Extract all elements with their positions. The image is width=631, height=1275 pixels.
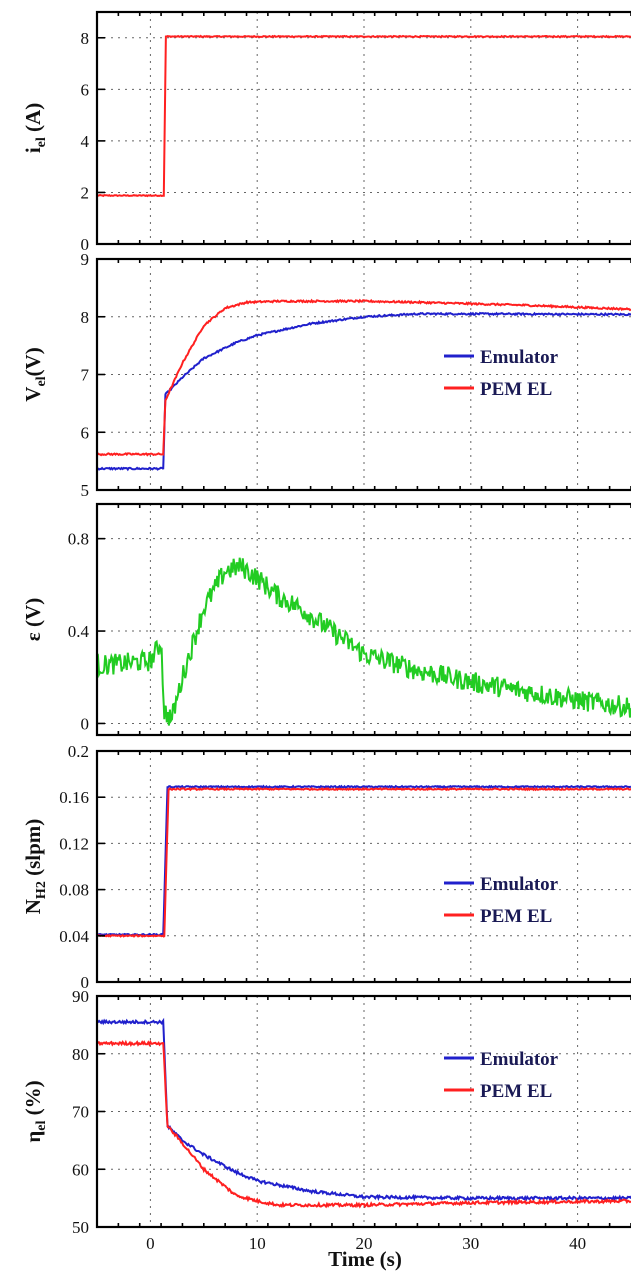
plot-frame-current — [95, 10, 631, 246]
y-tick-label: 6 — [81, 423, 90, 442]
y-axis-label-main: η — [21, 1131, 45, 1143]
x-axis-label: Time (s) — [328, 1247, 402, 1271]
y-axis-label-main: N — [21, 899, 45, 914]
y-tick-label: 0 — [81, 714, 90, 733]
series-line-voltage-0 — [97, 311, 631, 472]
legend-label: PEM EL — [480, 1081, 552, 1102]
y-tick-label: 0 — [81, 235, 90, 254]
y-axis-label-efficiency: ηel (%) — [21, 1080, 49, 1142]
y-tick-label: 0.04 — [59, 927, 89, 946]
series-line-current-0 — [97, 34, 631, 198]
y-tick-label: 8 — [81, 308, 90, 327]
y-tick-label: 0.2 — [68, 742, 89, 761]
y-tick-label: 0.16 — [59, 788, 89, 807]
y-tick-label: 4 — [81, 132, 90, 151]
y-axis-label-main: ε (V) — [21, 598, 45, 641]
series-line-hydrogen-1 — [97, 786, 631, 938]
y-tick-label: 60 — [72, 1160, 89, 1179]
x-tick-label: 30 — [462, 1234, 479, 1253]
plot-frame-hydrogen — [95, 749, 631, 984]
legend-voltage: Emulator PEM EL — [444, 347, 559, 400]
series-line-efficiency-1 — [97, 1039, 631, 1209]
panel-error: 0 0.4 0.8 ε (V) — [21, 502, 631, 737]
series-line-error-0 — [97, 557, 631, 726]
x-tick-label: 20 — [356, 1234, 373, 1253]
y-axis-label-hydrogen: NH2 (slpm) — [21, 819, 49, 914]
legend-label: PEM EL — [480, 379, 552, 400]
y-tick-label: 0.4 — [68, 622, 90, 641]
y-axis-label-main: i — [21, 147, 45, 153]
y-tick-label: 90 — [72, 987, 89, 1006]
y-axis-label-unit: (A) — [21, 103, 45, 137]
y-tick-label: 2 — [81, 183, 90, 202]
x-tick-label: 10 — [249, 1234, 266, 1253]
y-tick-label: 0.12 — [59, 834, 89, 853]
legend-label: PEM EL — [480, 906, 552, 927]
legend-efficiency: Emulator PEM EL — [444, 1049, 559, 1102]
legend-label: Emulator — [480, 347, 559, 368]
y-tick-label: 9 — [81, 250, 90, 269]
y-axis-label-current: iel (A) — [21, 103, 49, 153]
y-tick-label: 7 — [81, 366, 90, 385]
legend-label: Emulator — [480, 1049, 559, 1070]
legend-hydrogen: Emulator PEM EL — [444, 874, 559, 927]
y-tick-label: 50 — [72, 1218, 89, 1237]
y-axis-label-sub: el — [34, 376, 49, 386]
y-axis-label-unit: (slpm) — [21, 819, 45, 881]
legend-label: Emulator — [480, 874, 559, 895]
y-tick-label: 6 — [81, 80, 90, 99]
y-axis-label-unit: (%) — [21, 1080, 45, 1120]
y-axis-label-error: ε (V) — [21, 598, 45, 641]
y-tick-label: 0.08 — [59, 881, 89, 900]
series-line-efficiency-0 — [97, 1017, 631, 1202]
y-tick-label: 0.8 — [68, 530, 89, 549]
plot-frame-error — [95, 502, 631, 737]
y-tick-label: 5 — [81, 481, 90, 500]
x-tick-label: 40 — [569, 1234, 586, 1253]
x-tick-label: 0 — [146, 1234, 155, 1253]
panel-efficiency: 50 60 70 80 90 ηel (%) Emulator PEM EL 0 10 20 30 40 — [21, 987, 631, 1253]
y-axis-label-sub: H2 — [34, 881, 49, 899]
panel-hydrogen: 0 0.04 0.08 0.12 0.16 0.2 NH2 (slpm) Emulator PE… — [21, 742, 631, 992]
y-axis-label-unit: (V) — [21, 347, 45, 376]
y-axis-label-main: V — [21, 387, 45, 402]
y-tick-label: 8 — [81, 29, 90, 48]
panel-voltage: 5 6 7 8 9 Vel(V) Emulator PEM EL — [21, 250, 631, 500]
y-axis-label-sub: el — [34, 1120, 49, 1130]
y-tick-label: 0 — [81, 973, 90, 992]
y-tick-label: 70 — [72, 1103, 89, 1122]
y-tick-label: 80 — [72, 1045, 89, 1064]
y-axis-label-voltage: Vel(V) — [21, 347, 49, 401]
y-axis-label-sub: el — [34, 137, 49, 147]
series-line-voltage-1 — [97, 298, 631, 457]
series-line-hydrogen-0 — [97, 784, 631, 937]
panel-current: 0 2 4 6 8 iel (A) — [21, 10, 631, 254]
